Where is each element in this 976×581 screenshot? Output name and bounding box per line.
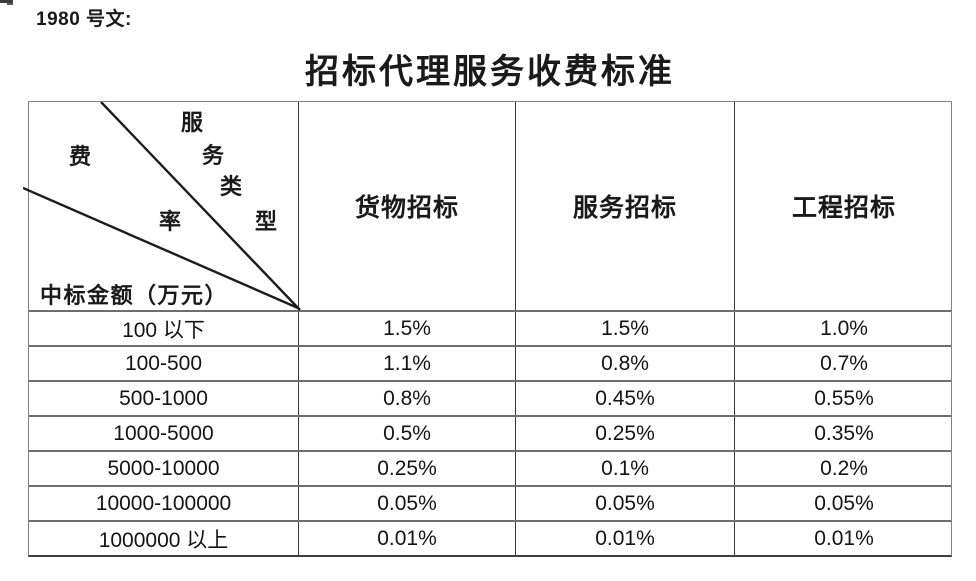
rate-cell: 1.0% (734, 312, 953, 345)
column-header-services: 服务招标 (515, 102, 734, 310)
rate-cell: 0.8% (298, 382, 515, 415)
table-header-row: 服 务 类 型 费 率 中标金额（万元） 货物招标 服务招标 工程招标 (23, 102, 953, 311)
rate-cell: 0.01% (515, 522, 734, 555)
rate-cell: 0.35% (734, 417, 953, 450)
column-header-engineering: 工程招标 (734, 102, 953, 310)
rate-cell: 0.01% (734, 522, 953, 555)
corner-amount-label: 中标金额（万元） (40, 283, 229, 308)
corner-type-char-1: 服 (180, 110, 203, 135)
corner-type-char-4: 型 (254, 209, 277, 234)
table-row: 10000-100000 0.05% 0.05% 0.05% (29, 485, 951, 520)
diagonal-divider-lines (23, 102, 301, 311)
table-body: 100 以下 1.5% 1.5% 1.0% 100-500 1.1% 0.8% … (29, 310, 951, 555)
rate-cell: 0.05% (298, 487, 515, 520)
corner-type-char-2: 务 (201, 143, 224, 168)
rate-cell: 0.01% (298, 522, 515, 555)
rate-cell: 1.1% (298, 347, 515, 380)
rate-cell: 0.2% (734, 452, 953, 485)
table-row: 5000-10000 0.25% 0.1% 0.2% (29, 450, 951, 485)
rate-cell: 1.5% (298, 312, 515, 345)
rate-cell: 0.25% (515, 417, 734, 450)
rate-cell: 0.55% (734, 382, 953, 415)
rate-cell: 0.5% (298, 417, 515, 450)
row-label: 100 以下 (122, 318, 205, 342)
rate-cell: 0.25% (298, 452, 515, 485)
corner-rate-char-1: 费 (68, 144, 91, 169)
rate-cell: 0.05% (515, 487, 734, 520)
doc-reference: 1980 号文: (36, 9, 132, 30)
table-row: 500-1000 0.8% 0.45% 0.55% (29, 380, 951, 415)
rate-cell: 0.1% (515, 452, 734, 485)
table-row: 1000000 以上 0.01% 0.01% 0.01% (29, 520, 951, 555)
column-header-goods: 货物招标 (298, 102, 515, 310)
corner-type-char-3: 类 (219, 174, 242, 199)
row-label: 10000-100000 (95, 491, 232, 515)
corner-rate-char-2: 率 (158, 209, 181, 234)
row-label: 100-500 (124, 351, 203, 375)
table-row: 100 以下 1.5% 1.5% 1.0% (29, 310, 951, 345)
rate-cell: 0.7% (734, 347, 953, 380)
table-row: 100-500 1.1% 0.8% 0.7% (29, 345, 951, 380)
row-label: 5000-10000 (107, 456, 220, 480)
row-label: 1000000 以上 (98, 528, 229, 552)
page-corner-artifact-small (7, 3, 13, 5)
rate-cell: 0.8% (515, 347, 734, 380)
row-label: 500-1000 (119, 386, 208, 410)
row-label: 1000-5000 (113, 421, 214, 445)
table-row: 1000-5000 0.5% 0.25% 0.35% (29, 415, 951, 450)
fee-table: 服 务 类 型 费 率 中标金额（万元） 货物招标 服务招标 工程招标 100 … (23, 101, 953, 557)
page-corner-artifact (0, 0, 13, 3)
table-corner-cell: 服 务 类 型 费 率 中标金额（万元） (23, 102, 301, 311)
rate-cell: 0.05% (734, 487, 953, 520)
rate-cell: 1.5% (515, 312, 734, 345)
page-title: 招标代理服务收费标准 (305, 54, 675, 91)
rate-cell: 0.45% (515, 382, 734, 415)
